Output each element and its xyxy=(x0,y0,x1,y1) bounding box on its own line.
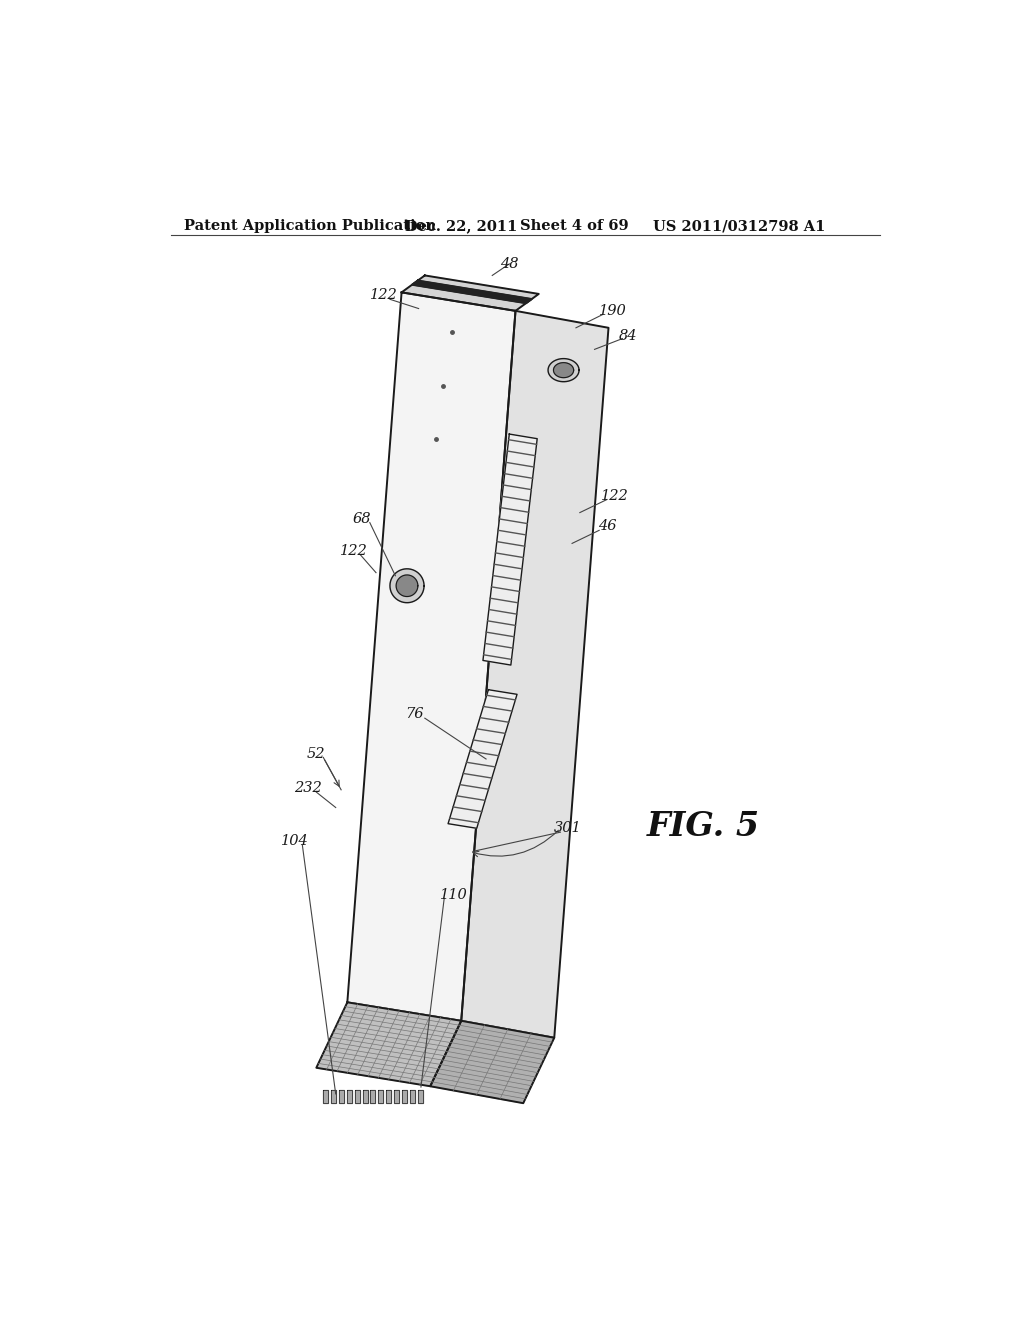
Polygon shape xyxy=(554,363,573,378)
Polygon shape xyxy=(362,1090,368,1104)
Polygon shape xyxy=(339,1090,344,1104)
Text: US 2011/0312798 A1: US 2011/0312798 A1 xyxy=(653,219,825,234)
Polygon shape xyxy=(371,1090,376,1104)
Text: 122: 122 xyxy=(340,544,369,558)
Text: 122: 122 xyxy=(370,289,397,302)
Polygon shape xyxy=(449,689,517,829)
Polygon shape xyxy=(548,359,579,381)
Polygon shape xyxy=(347,293,515,1020)
Polygon shape xyxy=(394,1090,399,1104)
Polygon shape xyxy=(378,1090,383,1104)
Polygon shape xyxy=(412,281,531,304)
Text: 48: 48 xyxy=(500,257,518,271)
Text: 110: 110 xyxy=(439,887,467,902)
Text: 76: 76 xyxy=(406,708,424,721)
Polygon shape xyxy=(401,276,539,312)
Polygon shape xyxy=(390,569,424,603)
Text: 232: 232 xyxy=(294,781,322,795)
Text: FIG. 5: FIG. 5 xyxy=(646,810,760,843)
Polygon shape xyxy=(324,1090,329,1104)
Polygon shape xyxy=(316,1002,461,1086)
Text: Dec. 22, 2011: Dec. 22, 2011 xyxy=(406,219,518,234)
Polygon shape xyxy=(410,1090,415,1104)
Text: 301: 301 xyxy=(554,821,582,836)
Text: 84: 84 xyxy=(618,329,637,342)
Polygon shape xyxy=(483,434,538,665)
Text: 46: 46 xyxy=(598,520,616,533)
Polygon shape xyxy=(401,1090,407,1104)
Polygon shape xyxy=(354,1090,359,1104)
Text: 122: 122 xyxy=(601,488,629,503)
Polygon shape xyxy=(396,576,418,597)
Text: 52: 52 xyxy=(306,747,325,760)
Text: 68: 68 xyxy=(353,512,372,525)
Text: 190: 190 xyxy=(598,304,627,318)
Text: Sheet 4 of 69: Sheet 4 of 69 xyxy=(520,219,629,234)
Polygon shape xyxy=(461,312,608,1038)
Polygon shape xyxy=(430,1020,554,1104)
Polygon shape xyxy=(347,1090,352,1104)
Polygon shape xyxy=(386,1090,391,1104)
Polygon shape xyxy=(418,1090,423,1104)
Text: 104: 104 xyxy=(281,834,308,849)
Polygon shape xyxy=(331,1090,336,1104)
Text: Patent Application Publication: Patent Application Publication xyxy=(183,219,436,234)
